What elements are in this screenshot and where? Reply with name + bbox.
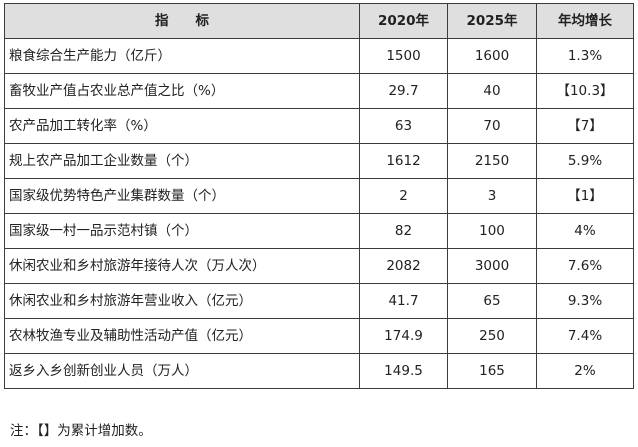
table-row: 规上农产品加工企业数量（个） 1612 2150 5.9% bbox=[4, 143, 634, 179]
indicator-table: 指 标 2020年 2025年 年均增长 粮食综合生产能力（亿斤） 1500 1… bbox=[4, 3, 634, 389]
value-2025: 70 bbox=[447, 108, 537, 144]
header-2020: 2020年 bbox=[359, 3, 448, 39]
value-growth: 4% bbox=[536, 213, 634, 249]
value-growth: 7.4% bbox=[536, 318, 634, 354]
table-row: 畜牧业产值占农业总产值之比（%） 29.7 40 【10.3】 bbox=[4, 73, 634, 109]
table-row: 休闲农业和乡村旅游年接待人次（万人次） 2082 3000 7.6% bbox=[4, 248, 634, 284]
indicator-name: 农林牧渔专业及辅助性活动产值（亿元） bbox=[4, 318, 360, 354]
value-2025: 3 bbox=[447, 178, 537, 214]
indicator-name: 国家级一村一品示范村镇（个） bbox=[4, 213, 360, 249]
value-2020: 1500 bbox=[359, 38, 448, 74]
value-2020: 1612 bbox=[359, 143, 448, 179]
table-row: 国家级优势特色产业集群数量（个） 2 3 【1】 bbox=[4, 178, 634, 214]
value-2025: 40 bbox=[447, 73, 537, 109]
value-growth: 5.9% bbox=[536, 143, 634, 179]
value-2025: 250 bbox=[447, 318, 537, 354]
indicator-name: 农产品加工转化率（%） bbox=[4, 108, 360, 144]
table-row: 农产品加工转化率（%） 63 70 【7】 bbox=[4, 108, 634, 144]
value-growth: 9.3% bbox=[536, 283, 634, 319]
table-row: 粮食综合生产能力（亿斤） 1500 1600 1.3% bbox=[4, 38, 634, 74]
header-annual-growth: 年均增长 bbox=[536, 3, 634, 39]
value-growth: 【7】 bbox=[536, 108, 634, 144]
value-growth: 2% bbox=[536, 353, 634, 389]
indicator-name: 休闲农业和乡村旅游年接待人次（万人次） bbox=[4, 248, 360, 284]
header-2025: 2025年 bbox=[447, 3, 537, 39]
value-2020: 2 bbox=[359, 178, 448, 214]
table-header-row: 指 标 2020年 2025年 年均增长 bbox=[4, 3, 634, 39]
table-row: 国家级一村一品示范村镇（个） 82 100 4% bbox=[4, 213, 634, 249]
value-growth: 1.3% bbox=[536, 38, 634, 74]
value-2020: 82 bbox=[359, 213, 448, 249]
table-row: 返乡入乡创新创业人员（万人） 149.5 165 2% bbox=[4, 353, 634, 389]
value-2025: 2150 bbox=[447, 143, 537, 179]
indicator-name: 休闲农业和乡村旅游年营业收入（亿元） bbox=[4, 283, 360, 319]
value-2025: 65 bbox=[447, 283, 537, 319]
value-growth: 【1】 bbox=[536, 178, 634, 214]
indicator-name: 畜牧业产值占农业总产值之比（%） bbox=[4, 73, 360, 109]
value-2020: 29.7 bbox=[359, 73, 448, 109]
indicator-name: 返乡入乡创新创业人员（万人） bbox=[4, 353, 360, 389]
table-row: 农林牧渔专业及辅助性活动产值（亿元） 174.9 250 7.4% bbox=[4, 318, 634, 354]
header-indicator: 指 标 bbox=[4, 3, 360, 39]
table-row: 休闲农业和乡村旅游年营业收入（亿元） 41.7 65 9.3% bbox=[4, 283, 634, 319]
value-2025: 1600 bbox=[447, 38, 537, 74]
value-2020: 41.7 bbox=[359, 283, 448, 319]
value-2020: 2082 bbox=[359, 248, 448, 284]
indicator-name: 粮食综合生产能力（亿斤） bbox=[4, 38, 360, 74]
value-2025: 3000 bbox=[447, 248, 537, 284]
value-2020: 174.9 bbox=[359, 318, 448, 354]
value-growth: 【10.3】 bbox=[536, 73, 634, 109]
value-2020: 63 bbox=[359, 108, 448, 144]
value-2020: 149.5 bbox=[359, 353, 448, 389]
value-2025: 165 bbox=[447, 353, 537, 389]
indicator-name: 规上农产品加工企业数量（个） bbox=[4, 143, 360, 179]
value-growth: 7.6% bbox=[536, 248, 634, 284]
value-2025: 100 bbox=[447, 213, 537, 249]
table-footnote: 注：【】为累计增加数。 bbox=[10, 423, 152, 439]
indicator-name: 国家级优势特色产业集群数量（个） bbox=[4, 178, 360, 214]
